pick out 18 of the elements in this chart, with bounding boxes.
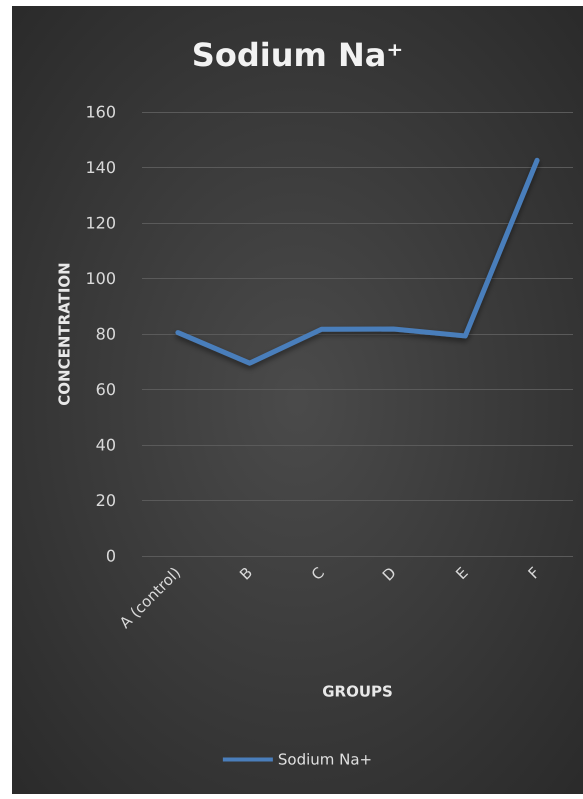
chart-title: Sodium Na⁺ [192,36,404,74]
x-tick-label: F [524,564,544,582]
y-tick-label: 100 [85,269,116,288]
y-tick-label: 120 [85,214,116,232]
x-tick-label: C [308,564,328,584]
x-tick-label: B [236,564,256,584]
y-tick-label: 80 [96,324,116,344]
x-tick-label: D [378,564,400,585]
y-tick-label: 60 [96,380,116,399]
y-axis-title: CONCENTRATION [56,262,74,406]
y-tick-label: 0 [106,546,116,566]
y-tick-label: 140 [85,158,116,177]
y-tick-label: 160 [85,102,116,122]
x-tick-label: E [452,564,472,584]
y-tick-label: 40 [96,436,116,454]
x-axis-title: GROUPS [322,682,393,700]
legend-label: Sodium Na+ [278,750,372,768]
y-tick-label: 20 [96,491,116,510]
